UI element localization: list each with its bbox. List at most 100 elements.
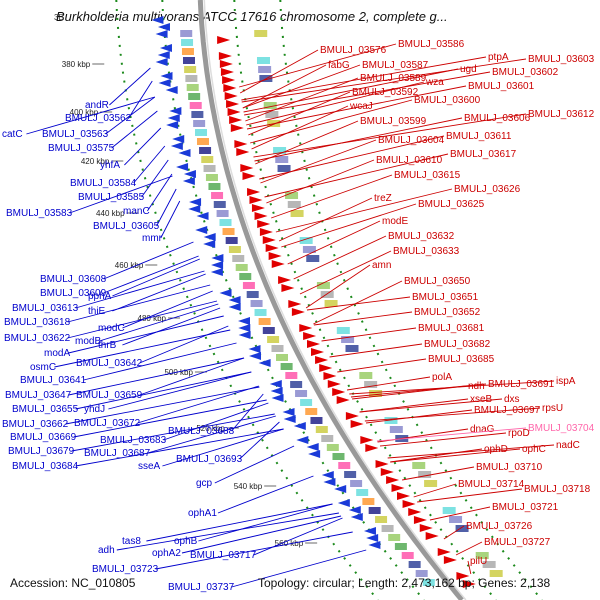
gene-label: BMULJ_03633 bbox=[393, 246, 460, 257]
gene-label: yhdJ bbox=[84, 404, 105, 415]
forward-gene-arrow bbox=[462, 580, 476, 588]
cog-category-block bbox=[280, 363, 293, 370]
forward-gene-arrow bbox=[303, 332, 317, 340]
gene-label-leader bbox=[65, 386, 260, 425]
forward-gene-arrow bbox=[437, 548, 451, 556]
gene-label: BMULJ_03576 bbox=[320, 45, 387, 56]
gene-label-leader bbox=[271, 174, 393, 219]
cog-category-block bbox=[350, 480, 363, 487]
reverse-gene-arrow bbox=[188, 205, 201, 213]
gene-label: ophA2 bbox=[152, 548, 181, 559]
cog-category-block bbox=[271, 345, 284, 352]
reverse-gene-arrow bbox=[195, 226, 208, 234]
cog-category-block bbox=[191, 111, 204, 118]
cog-category-block bbox=[203, 165, 216, 172]
gene-label: BMULJ_03641 bbox=[20, 375, 87, 386]
cog-category-block bbox=[232, 255, 245, 262]
cog-category-block bbox=[267, 336, 280, 343]
reverse-gene-arrow bbox=[169, 107, 182, 115]
gene-label-leader bbox=[198, 503, 333, 542]
forward-gene-arrow bbox=[288, 300, 302, 308]
cog-category-block bbox=[482, 561, 496, 568]
gene-label: BMULJ_03681 bbox=[418, 323, 485, 334]
gene-label: BMULJ_03612 bbox=[528, 109, 595, 120]
kbp-tick-label: 500 kbp bbox=[164, 368, 193, 377]
gene-label: BMULJ_03704 bbox=[528, 423, 595, 434]
cog-category-block bbox=[254, 309, 267, 316]
gene-label-leader bbox=[246, 81, 425, 126]
gene-label-leader bbox=[103, 241, 194, 280]
gene-label-leader bbox=[443, 525, 465, 540]
gene-label-leader bbox=[241, 58, 527, 103]
cog-category-block bbox=[193, 120, 206, 127]
forward-gene-arrow bbox=[247, 188, 261, 196]
forward-gene-arrow bbox=[375, 460, 389, 468]
cog-category-block bbox=[389, 426, 403, 433]
gene-label: BMULJ_03583 bbox=[6, 208, 73, 219]
reverse-gene-arrow bbox=[203, 233, 216, 241]
gene-label: BMULJ_03586 bbox=[398, 39, 465, 50]
reverse-gene-arrow bbox=[283, 415, 296, 423]
gene-label: BMULJ_03679 bbox=[8, 446, 75, 457]
gene-label: xseB bbox=[470, 394, 493, 405]
gene-label-leader bbox=[111, 110, 158, 149]
forward-gene-arrow bbox=[360, 436, 374, 444]
gene-label: BMULJ_03662 bbox=[2, 419, 69, 430]
cog-category-block bbox=[181, 39, 194, 46]
cog-category-block bbox=[205, 174, 218, 181]
gene-label-leader bbox=[264, 153, 449, 198]
gene-label-leader bbox=[359, 398, 503, 413]
gene-label-leader bbox=[83, 342, 237, 381]
forward-gene-arrow bbox=[227, 108, 241, 116]
gene-label-leader bbox=[67, 284, 211, 323]
reverse-gene-arrow bbox=[282, 408, 295, 416]
gene-label-leader bbox=[281, 203, 417, 248]
gene-label: BMULJ_03562 bbox=[65, 113, 132, 124]
gene-label: sseA bbox=[138, 461, 161, 472]
cog-category-block bbox=[300, 399, 313, 406]
gene-label: BMULJ_03693 bbox=[176, 454, 243, 465]
track-dots bbox=[279, 0, 543, 600]
cog-category-block bbox=[369, 390, 383, 397]
gene-label: BMULJ_03604 bbox=[378, 135, 445, 146]
gene-label: ugd bbox=[460, 64, 477, 75]
cog-category-block bbox=[332, 453, 345, 460]
reverse-gene-arrow bbox=[293, 422, 306, 430]
reverse-gene-arrow bbox=[271, 394, 284, 402]
forward-gene-arrow bbox=[443, 556, 457, 564]
cog-category-block bbox=[189, 102, 202, 109]
gene-label: BMULJ_03605 bbox=[93, 221, 160, 232]
cog-category-block bbox=[326, 444, 339, 451]
kbp-tick-label: 520 kbp bbox=[196, 424, 225, 433]
forward-gene-arrow bbox=[323, 372, 337, 380]
track-dots bbox=[115, 0, 379, 600]
accession-label: Accession: NC_010805 bbox=[10, 576, 136, 590]
gene-label-leader bbox=[146, 503, 333, 542]
gene-label: BMULJ_03650 bbox=[404, 276, 471, 287]
gene-label-leader bbox=[54, 329, 231, 368]
reverse-gene-arrow bbox=[363, 527, 376, 535]
cog-category-block bbox=[368, 507, 381, 514]
cog-category-block bbox=[364, 381, 378, 388]
forward-gene-arrow bbox=[327, 380, 341, 388]
gene-label-leader bbox=[413, 483, 457, 498]
reverse-gene-arrow bbox=[337, 499, 350, 507]
gene-label-leader bbox=[217, 475, 314, 514]
gene-label-leader bbox=[248, 91, 351, 136]
reverse-gene-arrow bbox=[350, 513, 363, 521]
gene-label: BMULJ_03723 bbox=[92, 564, 159, 575]
gene-label: BMULJ_03717 bbox=[190, 550, 257, 561]
gene-label-leader bbox=[68, 315, 224, 354]
cog-category-block bbox=[418, 471, 432, 478]
gene-label: BMULJ_03691 bbox=[488, 379, 555, 390]
gene-label-leader bbox=[467, 560, 472, 575]
cog-category-block bbox=[321, 435, 334, 442]
kbp-tick-label: 480 kbp bbox=[138, 314, 167, 323]
gene-label-leader bbox=[122, 290, 213, 329]
gene-label: adh bbox=[98, 545, 115, 556]
gene-label-leader bbox=[429, 506, 491, 521]
gene-label: BMULJ_03600 bbox=[414, 95, 481, 106]
gene-label: BMULJ_03710 bbox=[476, 462, 543, 473]
forward-gene-arrow bbox=[278, 276, 292, 284]
gene-label: BMULJ_03611 bbox=[446, 131, 512, 142]
